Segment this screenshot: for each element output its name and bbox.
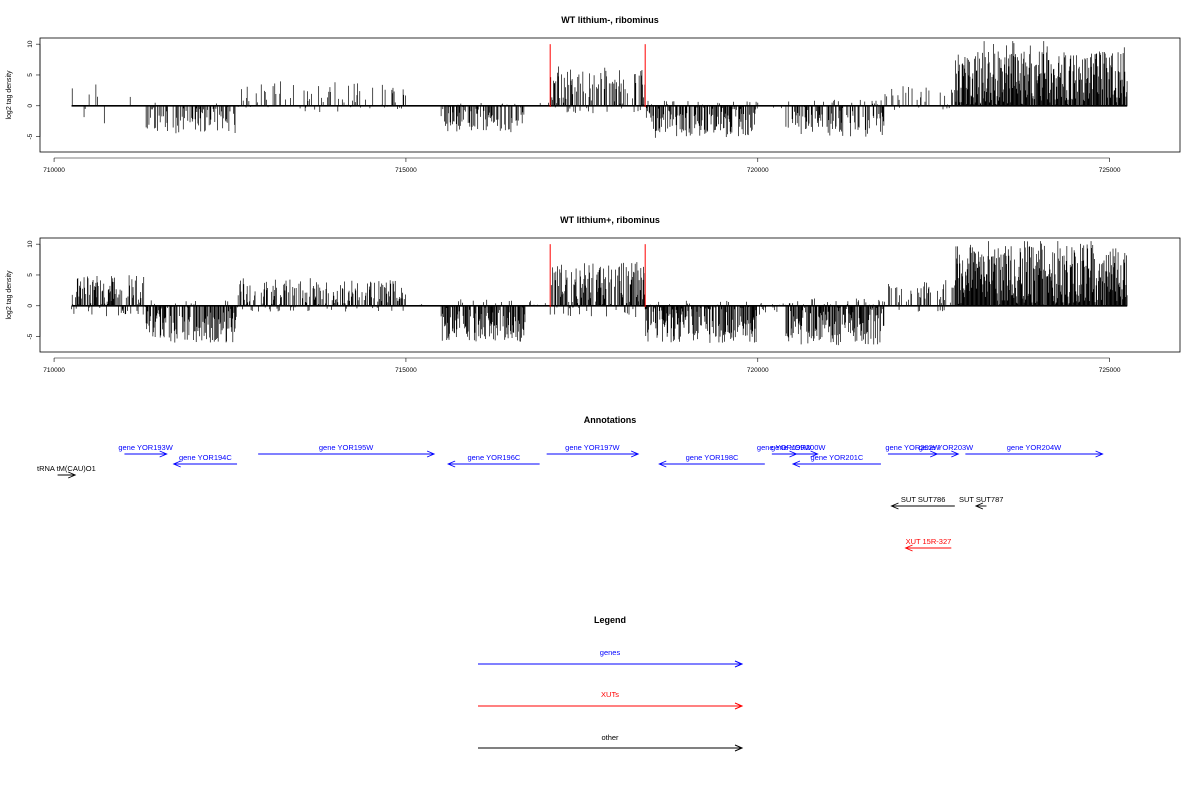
feature-arrow-head bbox=[172, 460, 181, 468]
feature-arrow-head bbox=[791, 460, 801, 468]
feature-label: gene YOR198C bbox=[686, 453, 739, 462]
y-tick-label: 10 bbox=[27, 40, 34, 48]
panel-title: WT lithium+, ribominus bbox=[560, 215, 660, 225]
feature-trna-tm-cau-o1: tRNA tM(CAU)O1 bbox=[37, 464, 96, 479]
feature-label: gene YOR204W bbox=[1007, 443, 1062, 452]
feature-label: gene YOR200W bbox=[771, 443, 826, 452]
feature-label: gene YOR195W bbox=[319, 443, 374, 452]
axes: 10 5 0 -5 710000 715000 720000 725000 bbox=[27, 240, 1121, 374]
feature-label: SUT SUT786 bbox=[901, 495, 945, 504]
feature-label: SUT SUT787 bbox=[959, 495, 1003, 504]
feature-arrow-head bbox=[904, 544, 913, 552]
tag-density-bars bbox=[71, 241, 1128, 346]
feature-arrow-head bbox=[426, 450, 436, 458]
annotations-title: Annotations bbox=[584, 415, 637, 425]
feature-gene-yor201c: gene YOR201C bbox=[791, 453, 881, 468]
feature-arrow-head bbox=[68, 471, 77, 479]
y-axis-label: log2 tag density bbox=[6, 270, 13, 320]
legend-title: Legend bbox=[594, 615, 626, 625]
x-tick-label: 720000 bbox=[747, 167, 769, 174]
feature-gene-yor194c: gene YOR194C bbox=[172, 453, 238, 468]
x-tick-label: 725000 bbox=[1099, 167, 1121, 174]
feature-label: gene YOR194C bbox=[179, 453, 232, 462]
feature-arrows: gene YOR193W gene YOR194C gene YOR195W gene… bbox=[37, 443, 1104, 552]
x-tick-label: 715000 bbox=[395, 167, 417, 174]
feature-arrow-head bbox=[630, 450, 640, 458]
feature-gene-yor203w: gene YOR203W bbox=[919, 443, 974, 458]
feature-label: gene YOR202W bbox=[885, 443, 940, 452]
panel-title: WT lithium-, ribominus bbox=[561, 15, 659, 25]
legend-label: other bbox=[601, 733, 619, 742]
legend-arrow-head bbox=[734, 744, 744, 752]
feature-sut-sut787: SUT SUT787 bbox=[959, 495, 1003, 510]
x-tick-label: 715000 bbox=[395, 367, 417, 374]
feature-label: gene YOR201C bbox=[811, 453, 864, 462]
feature-label: gene YOR203W bbox=[919, 443, 974, 452]
feature-gene-yor198c: gene YOR198C bbox=[658, 453, 765, 468]
y-tick-label: 5 bbox=[27, 273, 34, 277]
feature-label: gene YOR199W bbox=[757, 443, 812, 452]
feature-label: XUT 15R-327 bbox=[906, 537, 952, 546]
feature-arrow-head bbox=[447, 460, 456, 468]
feature-label: gene YOR196C bbox=[467, 453, 520, 462]
legend-item-xuts: XUTs bbox=[478, 690, 744, 710]
y-tick-label: 10 bbox=[27, 240, 34, 248]
feature-gene-yor197w: gene YOR197W bbox=[546, 443, 640, 458]
x-tick-label: 710000 bbox=[43, 167, 65, 174]
feature-arrow-head bbox=[890, 502, 899, 510]
feature-arrow-head bbox=[974, 502, 984, 510]
feature-gene-yor193w: gene YOR193W bbox=[118, 443, 174, 458]
feature-arrow-head bbox=[658, 460, 667, 468]
legend-label: XUTs bbox=[601, 690, 619, 699]
track-panel-lithium-plus: WT lithium+, ribominus log2 tag density … bbox=[6, 215, 1181, 374]
y-tick-label: 5 bbox=[27, 73, 34, 77]
feature-arrow-head bbox=[159, 450, 168, 458]
feature-arrow-head bbox=[1095, 450, 1104, 458]
y-tick-label: -5 bbox=[27, 133, 34, 139]
legend-arrow-head bbox=[734, 702, 744, 710]
feature-gene-yor196c: gene YOR196C bbox=[447, 453, 540, 468]
x-tick-label: 725000 bbox=[1099, 367, 1121, 374]
feature-gene-yor204w: gene YOR204W bbox=[965, 443, 1104, 458]
y-axis-label: log2 tag density bbox=[6, 70, 13, 120]
feature-label: tRNA tM(CAU)O1 bbox=[37, 464, 96, 473]
legend-arrow-head bbox=[734, 660, 744, 668]
y-tick-label: 0 bbox=[27, 104, 34, 108]
feature-gene-yor195w: gene YOR195W bbox=[258, 443, 436, 458]
legend: Legend genes XUTs other bbox=[478, 615, 744, 752]
feature-label: gene YOR197W bbox=[565, 443, 620, 452]
tag-density-bars bbox=[71, 41, 1128, 138]
feature-sut-sut786: SUT SUT786 bbox=[890, 495, 955, 510]
legend-item-other: other bbox=[478, 733, 744, 752]
track-panel-lithium-minus: WT lithium-, ribominus log2 tag density … bbox=[6, 15, 1181, 174]
x-tick-label: 720000 bbox=[747, 367, 769, 374]
y-tick-label: 0 bbox=[27, 304, 34, 308]
feature-xut-15r-327: XUT 15R-327 bbox=[904, 537, 952, 552]
feature-label: gene YOR193W bbox=[118, 443, 173, 452]
x-tick-label: 710000 bbox=[43, 367, 65, 374]
axes: 10 5 0 -5 710000 715000 720000 725000 bbox=[27, 40, 1121, 174]
feature-arrow-head bbox=[810, 450, 819, 458]
legend-item-genes: genes bbox=[478, 648, 744, 668]
y-tick-label: -5 bbox=[27, 333, 34, 339]
legend-label: genes bbox=[600, 648, 621, 657]
feature-arrow-head bbox=[951, 450, 960, 458]
feature-gene-yor200w: gene YOR200W bbox=[771, 443, 826, 458]
